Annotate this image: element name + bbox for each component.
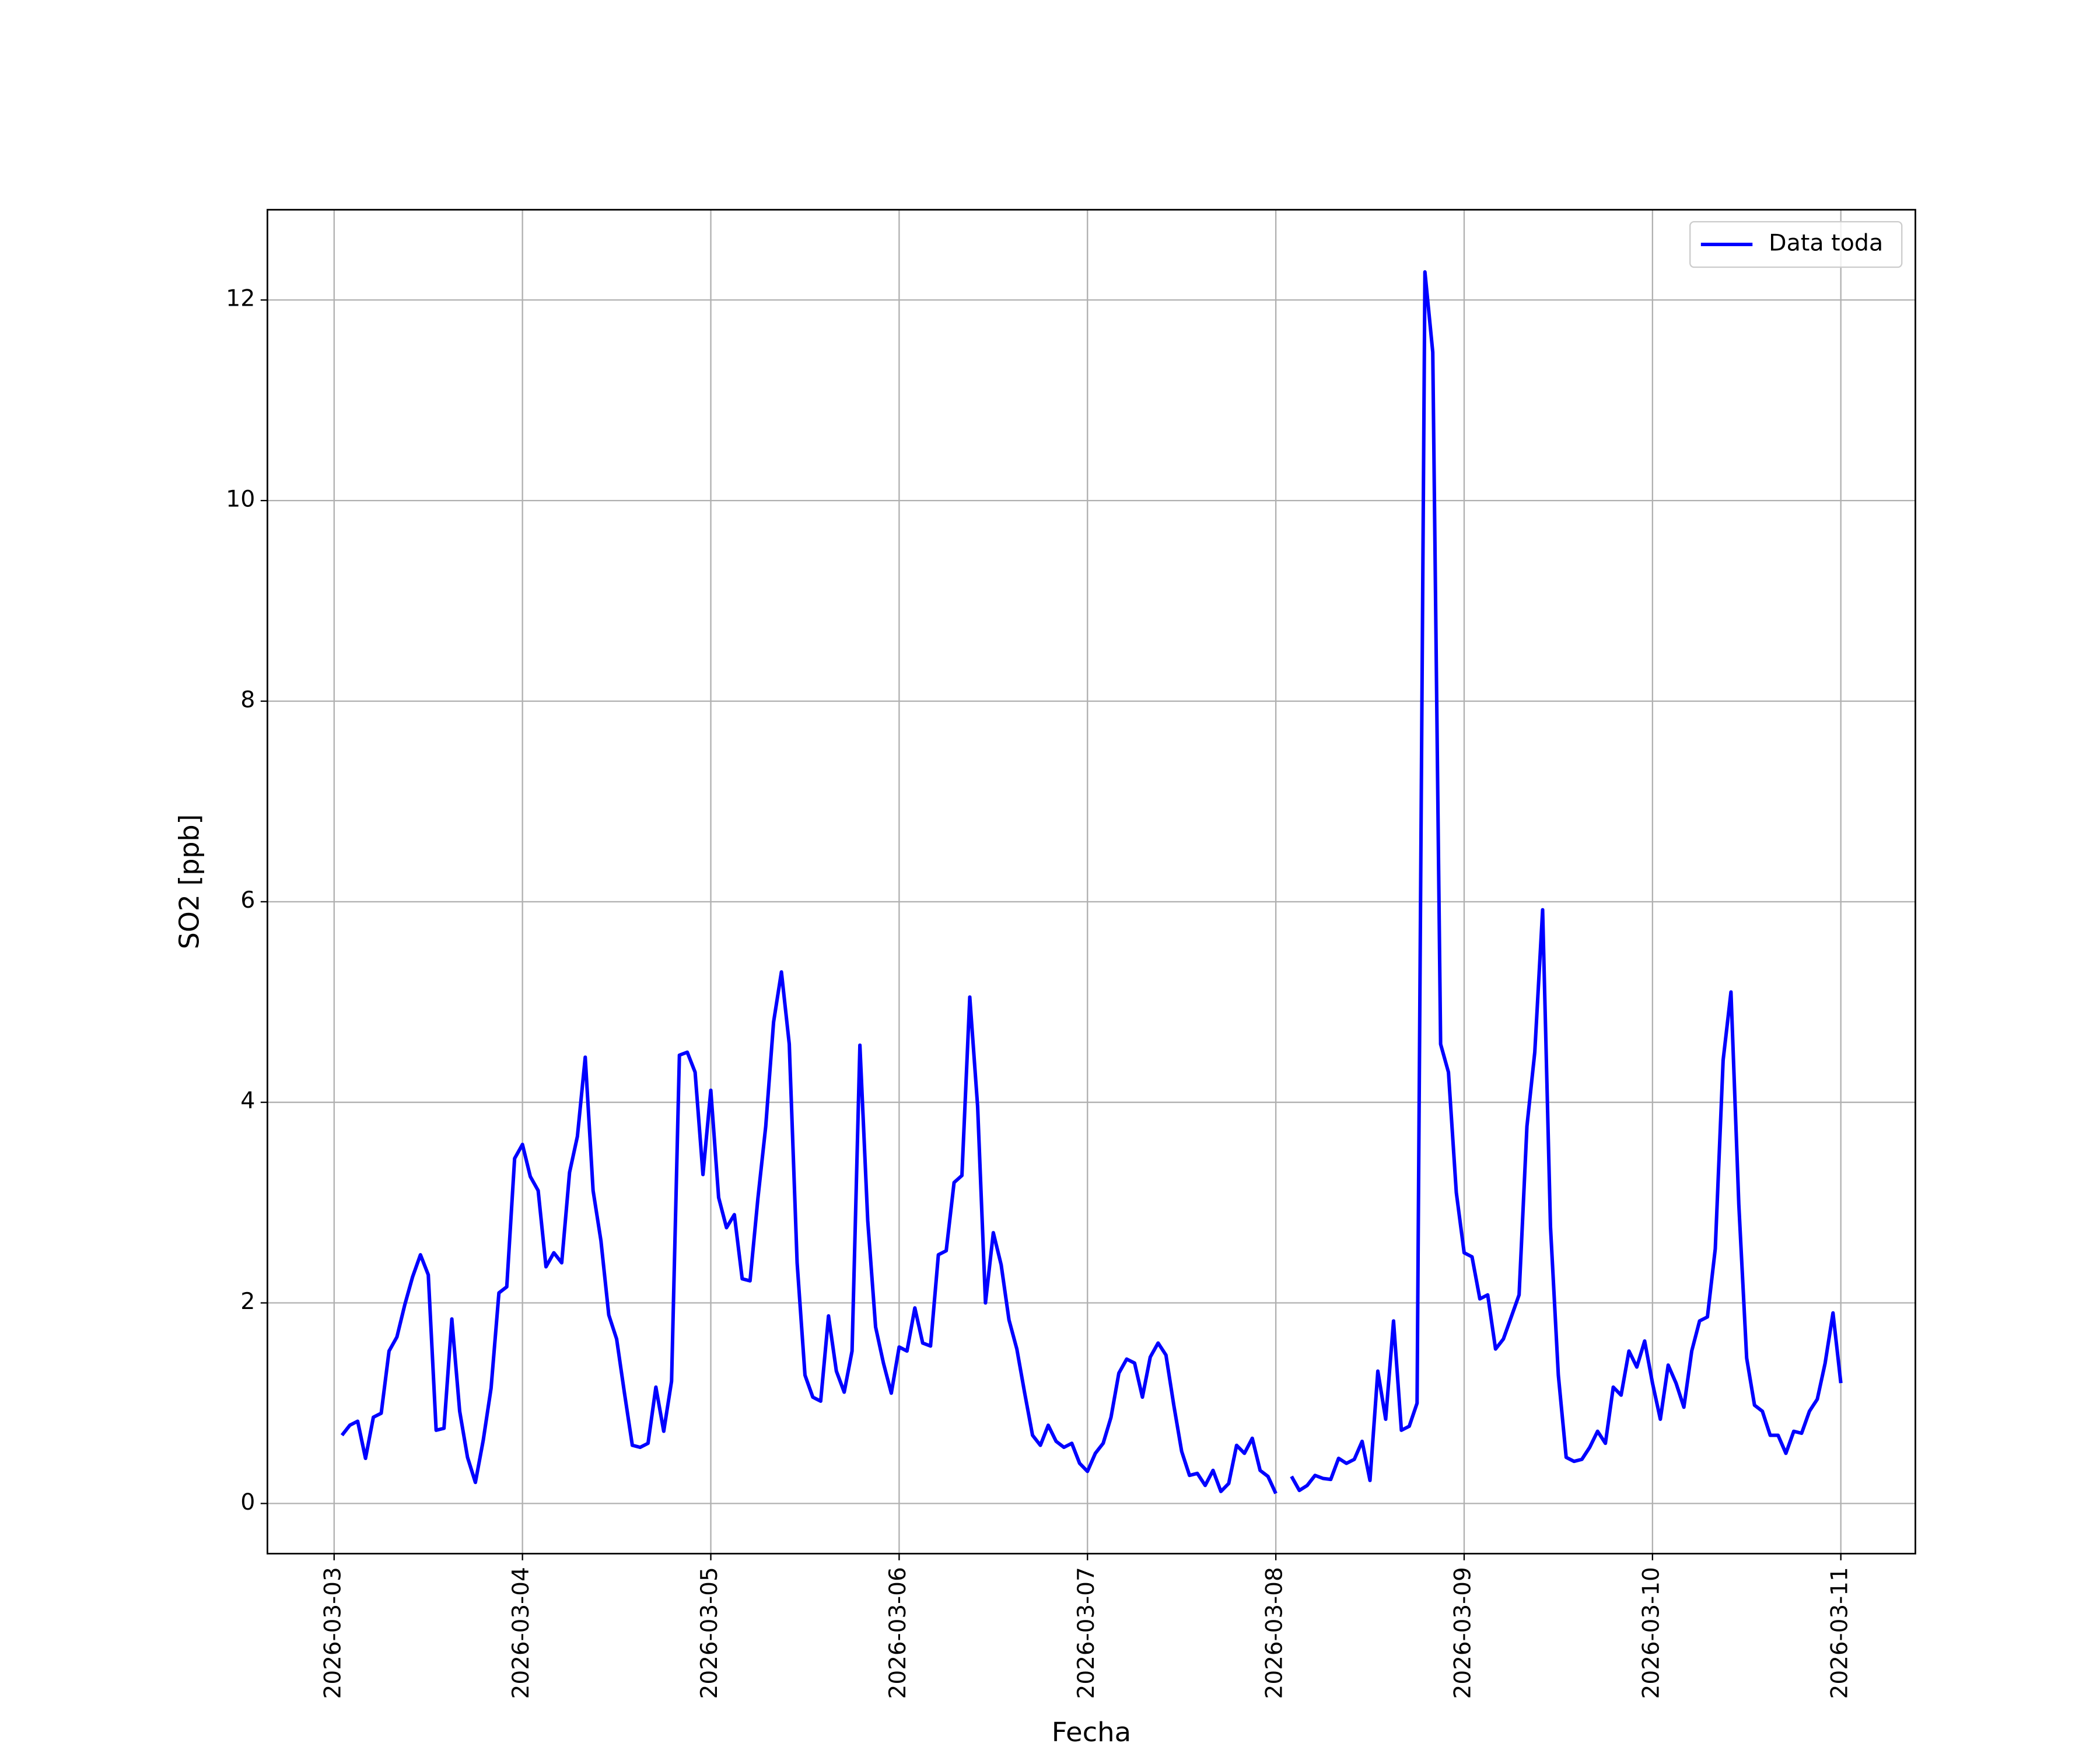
y-tick-label: 4 [240,1088,255,1114]
y-tick-label: 8 [240,687,255,713]
x-tick-label: 2026-03-03 [320,1567,346,1699]
legend-box [1689,221,1903,268]
x-tick-label: 2026-03-10 [1638,1567,1664,1699]
x-axis-label: Fecha [1052,1716,1131,1748]
x-tick-label: 2026-03-08 [1261,1567,1287,1699]
y-tick-label: 0 [240,1489,255,1516]
x-tick-label: 2026-03-05 [696,1567,723,1699]
x-tick-label: 2026-03-07 [1073,1567,1100,1699]
y-tick-label: 12 [226,286,255,312]
x-tick-label: 2026-03-06 [885,1567,911,1699]
plot-frame [267,209,1916,1555]
y-tick-label: 6 [240,888,255,914]
x-tick-label: 2026-03-04 [508,1567,534,1699]
y-tick-label: 10 [226,487,255,513]
x-tick-label: 2026-03-09 [1450,1567,1476,1699]
legend-label: Data toda [1769,230,1883,257]
y-tick-label: 2 [240,1289,255,1315]
x-tick-label: 2026-03-11 [1826,1567,1853,1699]
y-axis-label: SO2 [ppb] [173,814,205,950]
data-line [340,270,1843,1494]
